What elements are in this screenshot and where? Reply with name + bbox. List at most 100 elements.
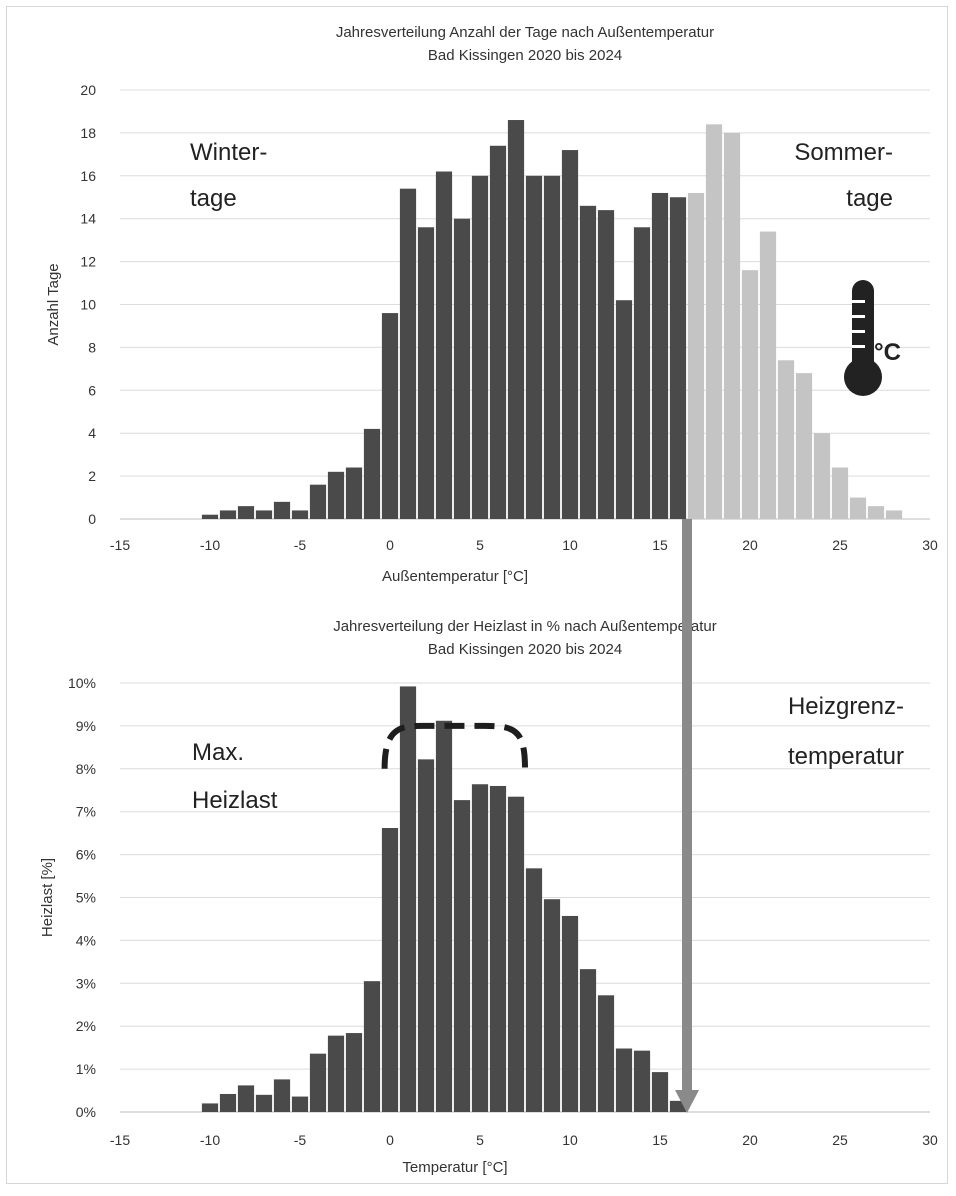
y-tick-label: 20 [80,82,96,98]
x-tick-label: -15 [110,537,130,553]
bar [399,686,417,1112]
annotation-heizgrenze: temperatur [788,743,904,770]
annotation-max-heizlast: Max. [192,739,244,766]
y-tick-label: 14 [80,211,96,227]
bar [813,433,831,519]
bar [597,995,615,1112]
bar [417,759,435,1112]
bar [543,175,561,520]
bar [417,227,435,519]
bar [669,1100,687,1112]
bar [723,132,741,519]
x-tick-label: -15 [110,1132,130,1148]
y-tick-label: 16 [80,168,96,184]
bar [381,828,399,1112]
bar [273,1079,291,1112]
bar [255,1094,273,1112]
bar [867,506,885,519]
bar [435,171,453,519]
chart-subtitle: Bad Kissingen 2020 bis 2024 [428,641,622,658]
bar [453,800,471,1112]
bar [561,150,579,519]
chart-title: Jahresverteilung Anzahl der Tage nach Au… [336,24,714,41]
x-axis-label: Temperatur [°C] [402,1159,507,1176]
chart-2: Jahresverteilung der Heizlast in % nach … [39,618,938,1176]
bar [219,510,237,519]
annotation-summer: tage [846,185,893,212]
bar [255,510,273,519]
bar [543,899,561,1112]
x-tick-label: 20 [742,537,758,553]
annotation-heizgrenze: Heizgrenz- [788,693,904,720]
annotation-max-heizlast: Heizlast [192,787,278,814]
y-tick-label: 4% [76,932,96,948]
x-tick-label: 0 [386,537,394,553]
arrow-shaft [682,519,692,1094]
bar [327,471,345,519]
thermometer-tick [852,330,865,333]
chart-subtitle: Bad Kissingen 2020 bis 2024 [428,47,622,64]
bar [471,175,489,520]
bar [309,1053,327,1112]
bar [705,124,723,519]
y-axis-label: Heizlast [%] [39,858,56,937]
bar [849,497,867,519]
bar [291,1096,309,1112]
y-tick-label: 18 [80,125,96,141]
bar [615,1048,633,1112]
bar [759,231,777,519]
bar [201,1103,219,1112]
y-tick-label: 6 [88,382,96,398]
y-tick-label: 8% [76,761,96,777]
x-tick-label: -10 [200,537,220,553]
bar [345,1033,363,1112]
bar [291,510,309,519]
bar [579,969,597,1112]
bar [507,120,525,519]
y-tick-label: 1% [76,1061,96,1077]
x-tick-label: -5 [294,537,307,553]
bar [885,510,903,519]
y-tick-label: 12 [80,254,96,270]
x-tick-label: -10 [200,1132,220,1148]
y-tick-label: 9% [76,718,96,734]
x-axis-label: Außentemperatur [°C] [382,568,528,585]
bar [489,145,507,519]
y-tick-label: 2% [76,1018,96,1034]
bar [309,484,327,519]
heizgrenze-arrow [675,519,699,1113]
bar [597,210,615,519]
y-tick-label: 7% [76,804,96,820]
x-tick-label: 5 [476,537,484,553]
dashed-max-arc [381,722,528,769]
bar [453,218,471,519]
thermometer-unit: °C [874,339,901,366]
bar [615,300,633,519]
bar [489,785,507,1112]
arrow-head [675,1090,699,1113]
bar [561,915,579,1112]
thermometer-stem [852,280,874,376]
bar [327,1035,345,1112]
y-tick-label: 5% [76,890,96,906]
y-tick-label: 3% [76,975,96,991]
thermometer-tick [852,300,865,303]
x-tick-label: 20 [742,1132,758,1148]
thermometer-tick [852,345,865,348]
annotation-summer: Sommer- [794,139,893,166]
x-tick-label: 25 [832,537,848,553]
thermometer-bulb [844,358,882,396]
x-tick-label: -5 [294,1132,307,1148]
y-tick-label: 10% [68,675,96,691]
bar [687,192,705,519]
x-tick-label: 15 [652,1132,668,1148]
x-tick-label: 15 [652,537,668,553]
bar [633,227,651,519]
bar [399,188,417,520]
bar [741,270,759,519]
annotation-winter: tage [190,185,237,212]
x-tick-label: 10 [562,1132,578,1148]
x-tick-label: 25 [832,1132,848,1148]
